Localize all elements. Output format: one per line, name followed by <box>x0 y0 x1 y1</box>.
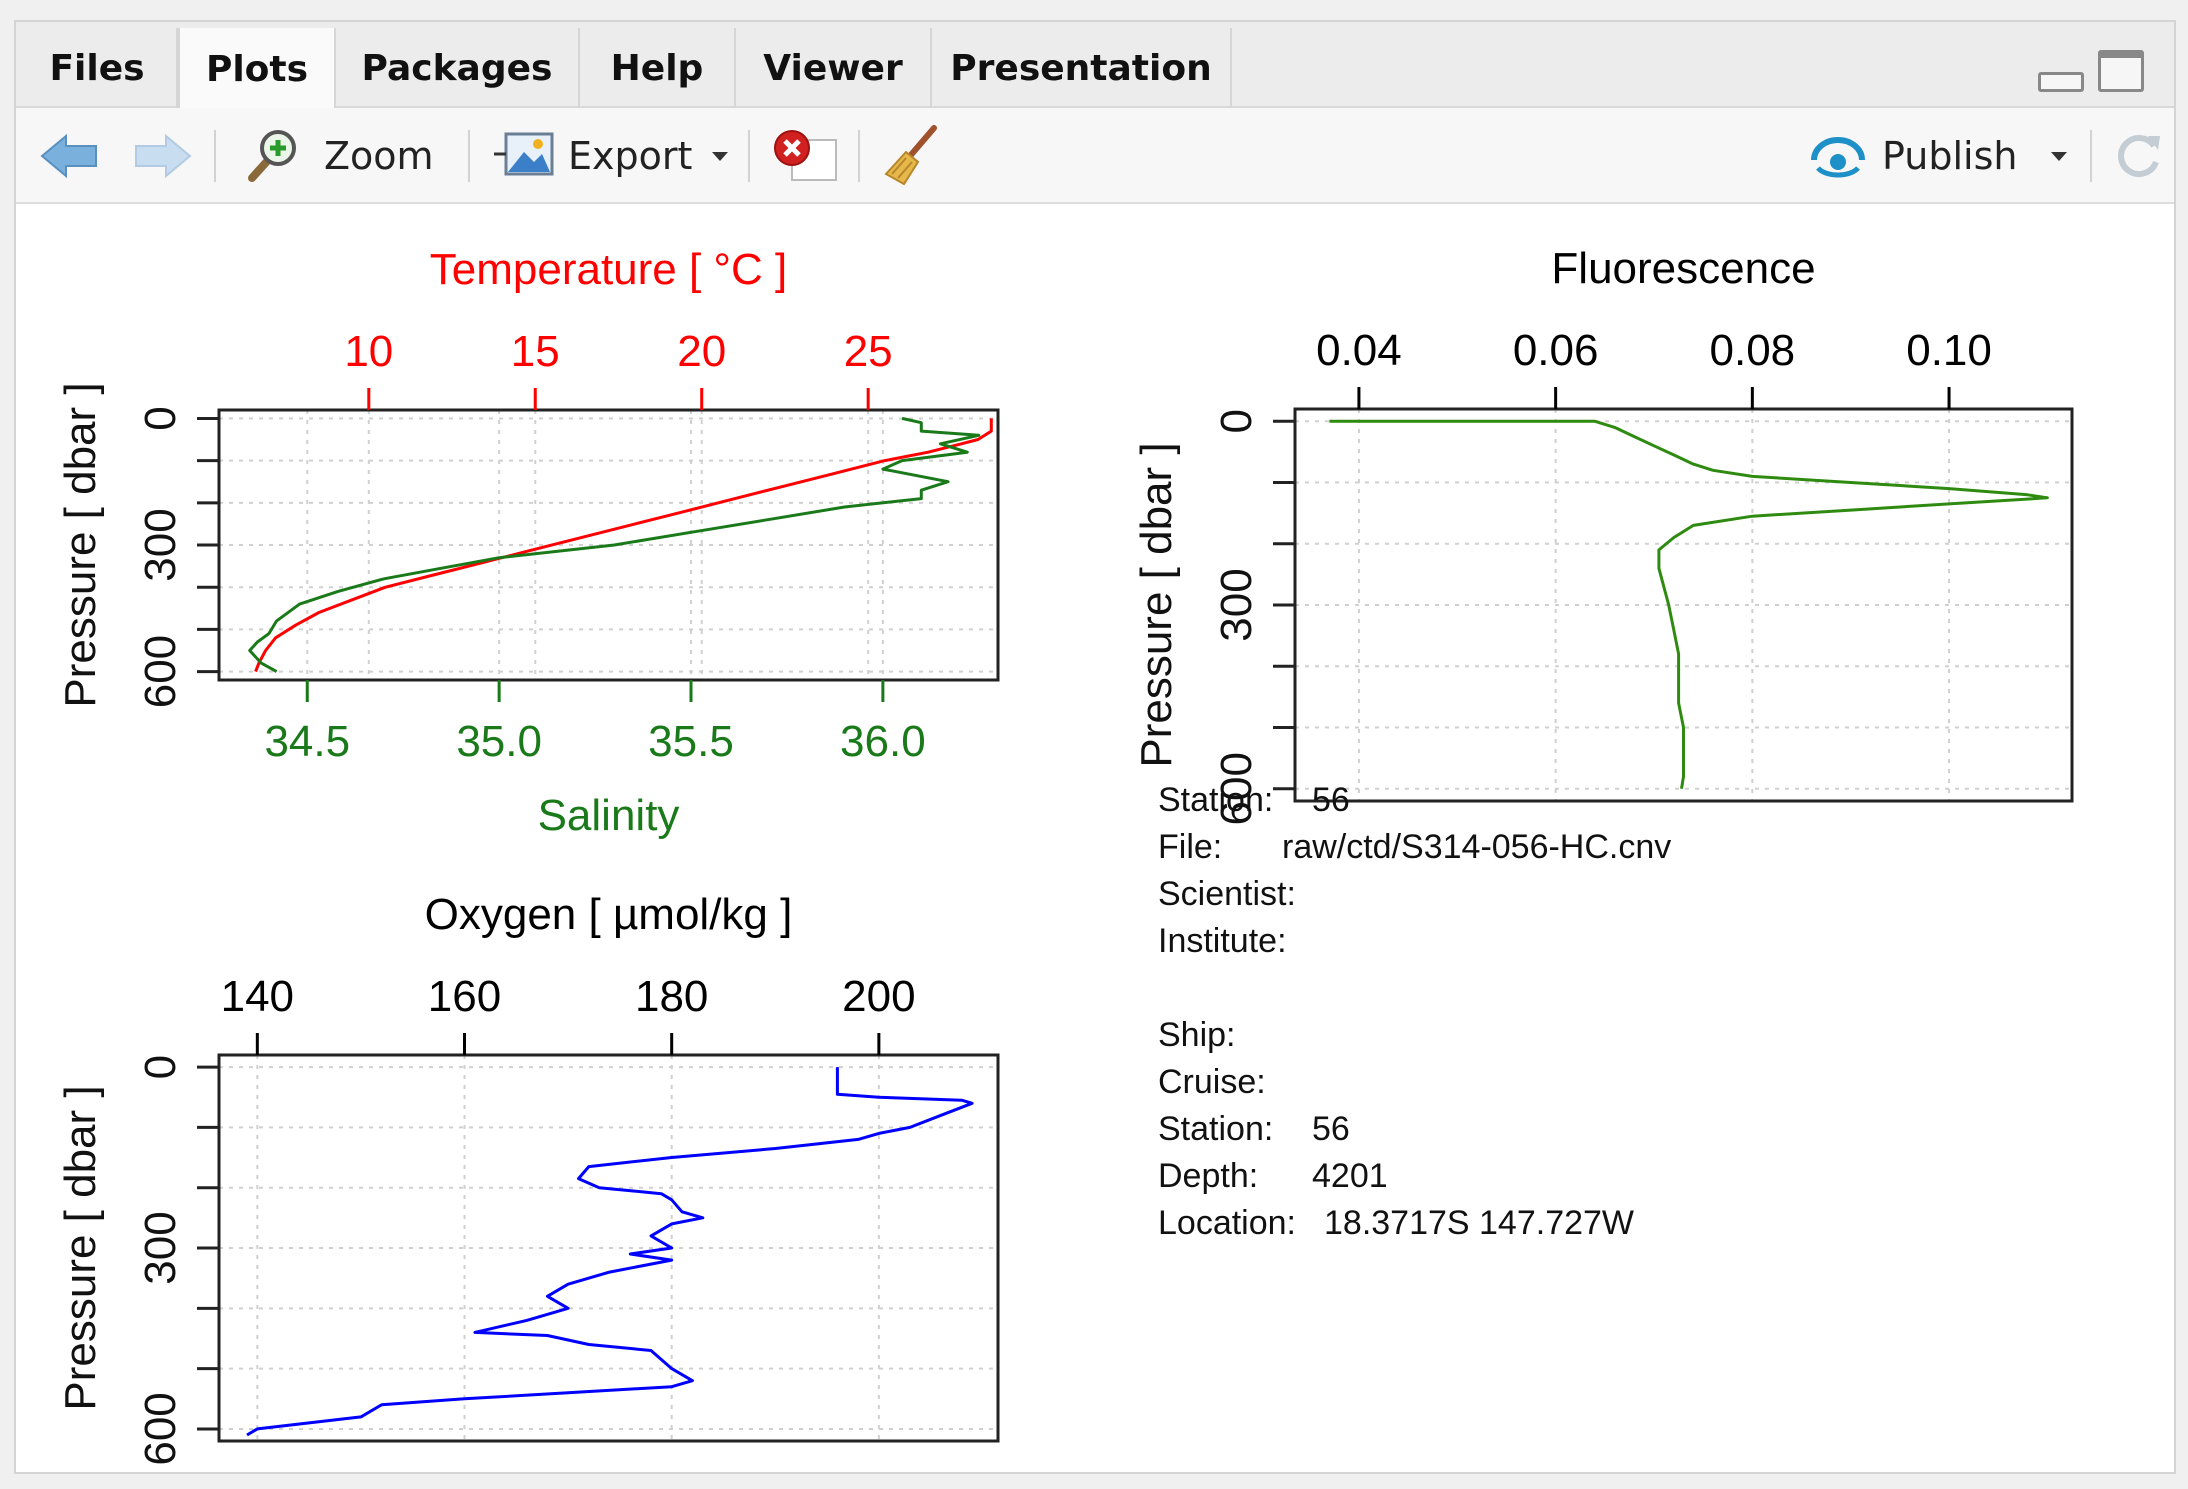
bottom-axis-title: Salinity <box>538 791 680 840</box>
refresh-button[interactable] <box>2112 108 2164 204</box>
station-info-label: Institute: <box>1158 922 1287 960</box>
toolbar-separator <box>748 130 750 182</box>
publish-icon <box>1811 137 1865 178</box>
remove-plot-button[interactable] <box>772 108 838 204</box>
y-tick-label: 0 <box>136 406 185 430</box>
series-line-1 <box>246 1067 974 1437</box>
series-line-1 <box>254 418 993 673</box>
tab-bar: Files Plots Packages Help Viewer Present… <box>16 22 2174 110</box>
zoom-label: Zoom <box>324 134 434 178</box>
bottom-tick-label: 34.5 <box>264 717 350 766</box>
series-line-1 <box>1329 419 2049 790</box>
top-tick-label: 160 <box>428 972 501 1021</box>
tab-help[interactable]: Help <box>580 28 736 108</box>
top-tick-label: 0.08 <box>1710 326 1796 375</box>
zoom-button[interactable]: Zoom <box>242 108 434 204</box>
plot-area: 10 15 20 25 Temperature [ °C ] 34.5 35.0 35.5 36… <box>16 204 2174 1472</box>
publish-label: Publish <box>1882 134 2018 178</box>
tab-viewer[interactable]: Viewer <box>736 28 932 108</box>
top-tick-label: 200 <box>842 972 915 1021</box>
y-axis-title: Pressure [ dbar ] <box>56 382 105 707</box>
export-button[interactable]: Export <box>492 108 729 204</box>
top-tick-label: 0.06 <box>1513 326 1599 375</box>
station-info-label: Ship: <box>1158 1016 1236 1054</box>
publish-button[interactable]: Publish <box>1808 108 2068 204</box>
station-info-label: File: <box>1158 828 1222 866</box>
export-label: Export <box>568 134 693 178</box>
toolbar-separator <box>858 130 860 182</box>
station-info-value: raw/ctd/S314-056-HC.cnv <box>1282 828 1671 866</box>
y-tick-label: 0 <box>1212 409 1261 433</box>
station-info-value: 56 <box>1312 1110 1350 1148</box>
y-tick-label: 600 <box>136 1392 185 1465</box>
arrow-right-icon <box>135 133 192 179</box>
y-tick-label: 300 <box>136 1211 185 1284</box>
station-info-label: Scientist: <box>1158 875 1296 913</box>
bottom-tick-label: 35.0 <box>456 717 542 766</box>
broom-icon <box>884 125 937 186</box>
toolbar-separator <box>2090 130 2092 182</box>
tab-presentation[interactable]: Presentation <box>932 28 1232 108</box>
station-info-label: Cruise: <box>1158 1063 1266 1101</box>
tab-packages[interactable]: Packages <box>336 28 580 108</box>
top-tick-label: 20 <box>677 327 726 376</box>
y-tick-label: 0 <box>136 1055 185 1079</box>
top-tick-label: 180 <box>635 972 708 1021</box>
station-info-label: Depth: <box>1158 1157 1258 1195</box>
clear-plots-button[interactable] <box>882 108 942 204</box>
station-info-value: 18.3717S 147.727W <box>1324 1204 1634 1242</box>
chart-panel-3 <box>197 1033 1000 1443</box>
chevron-down-icon <box>2051 151 2068 161</box>
top-tick-label: 140 <box>221 972 294 1021</box>
y-tick-label: 600 <box>1212 752 1261 825</box>
y-tick-label: 300 <box>136 508 185 581</box>
forward-button[interactable] <box>134 108 192 204</box>
station-info-value: 56 <box>1312 781 1350 819</box>
toolbar-separator <box>214 130 216 182</box>
series-line-2 <box>248 416 981 673</box>
refresh-icon <box>2118 135 2160 177</box>
close-circle-icon <box>774 130 837 181</box>
top-axis-title: Fluorescence <box>1551 244 1815 293</box>
top-axis-title: Temperature [ °C ] <box>430 245 788 294</box>
station-info-label: Station: <box>1158 1110 1273 1148</box>
plot-toolbar: Zoom Export <box>16 108 2174 204</box>
y-tick-label: 600 <box>136 635 185 708</box>
minimize-icon[interactable] <box>2038 72 2084 92</box>
top-tick-label: 10 <box>344 327 393 376</box>
y-axis-title: Pressure [ dbar ] <box>56 1085 105 1410</box>
top-tick-label: 0.10 <box>1906 326 1992 375</box>
export-image-icon <box>494 132 554 176</box>
zoom-icon <box>248 130 296 182</box>
maximize-icon[interactable] <box>2098 50 2144 92</box>
station-info-value: 4201 <box>1312 1157 1388 1195</box>
station-info-label: Location: <box>1158 1204 1296 1242</box>
tab-plots[interactable]: Plots <box>178 28 336 110</box>
toolbar-separator <box>468 130 470 182</box>
chevron-down-icon <box>712 151 729 161</box>
station-info-label: Station: <box>1158 781 1273 819</box>
tab-files[interactable]: Files <box>18 28 178 108</box>
y-axis-title: Pressure [ dbar ] <box>1132 442 1181 767</box>
ctd-plot-canvas: 10 15 20 25 Temperature [ °C ] 34.5 35.0 35.5 36… <box>56 244 2074 1466</box>
arrow-left-icon <box>40 133 97 179</box>
top-tick-label: 15 <box>511 327 560 376</box>
top-axis-title: Oxygen [ µmol/kg ] <box>425 890 793 939</box>
y-tick-label: 300 <box>1212 568 1261 641</box>
back-button[interactable] <box>40 108 98 204</box>
bottom-tick-label: 36.0 <box>840 717 926 766</box>
plots-pane: Files Plots Packages Help Viewer Present… <box>14 20 2176 1474</box>
chart-panel-2 <box>1273 387 2074 803</box>
chart-panel-1 <box>197 388 1000 702</box>
top-tick-label: 0.04 <box>1316 326 1402 375</box>
top-tick-label: 25 <box>844 327 893 376</box>
bottom-tick-label: 35.5 <box>648 717 734 766</box>
